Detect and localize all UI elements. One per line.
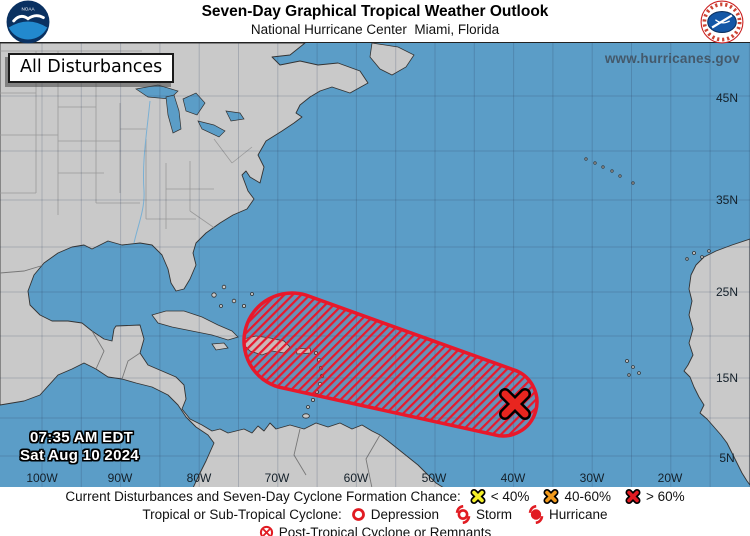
jamaica-island — [211, 342, 229, 351]
north-central-south-america-landmass — [0, 43, 444, 487]
legend-item-label: Storm — [476, 507, 513, 522]
country-borders — [0, 264, 381, 487]
interior-detail-layer — [0, 50, 381, 487]
canary-islands — [685, 249, 711, 261]
outlook-map[interactable]: All Disturbances www.hurricanes.gov 07:3… — [0, 42, 750, 487]
hurricane-legend-item: Hurricane — [528, 505, 608, 524]
x-legend-item: > 60% — [625, 489, 685, 504]
legend-item-label: > 60% — [645, 489, 685, 504]
lat-label: 45N — [715, 91, 739, 105]
lat-label: 15N — [715, 371, 739, 385]
all-disturbances-label: All Disturbances — [8, 53, 175, 83]
legend-item-label: 40-60% — [564, 489, 611, 504]
legend-item-label: Depression — [370, 507, 440, 522]
noaa-logo-icon: NOAA — [6, 0, 50, 44]
x-icon — [543, 489, 559, 504]
legend-line1-label: Current Disturbances and Seven-Day Cyclo… — [65, 489, 461, 504]
x-legend-item: 40-60% — [543, 489, 611, 504]
cuba-island — [151, 310, 239, 341]
disturbance-area[interactable] — [242, 291, 539, 438]
lat-label: 35N — [715, 193, 739, 207]
svg-text:NOAA: NOAA — [21, 6, 35, 11]
x-icon — [470, 489, 486, 504]
lon-label: 90W — [107, 471, 133, 485]
issuance-date: Sat Aug 10 2024 — [20, 447, 139, 464]
africa-landmass — [683, 238, 750, 486]
lat-label: 5N — [719, 451, 735, 465]
great-lakes — [135, 84, 245, 138]
lon-label: 100W — [26, 471, 58, 485]
legend-item-label: Hurricane — [549, 507, 608, 522]
header: NOAA Seven-Day Graphical Tropical Weathe… — [0, 0, 750, 44]
depression-icon — [351, 507, 366, 522]
land-layer — [0, 43, 750, 487]
lon-label: 40W — [500, 471, 526, 485]
bahamas-islands — [211, 284, 254, 308]
newfoundland-island — [369, 43, 415, 76]
state-boundaries — [0, 50, 253, 230]
lon-label: 60W — [343, 471, 369, 485]
page-subtitle: National Hurricane Center Miami, Florida — [250, 22, 500, 37]
x-icon — [625, 489, 641, 504]
legend: Current Disturbances and Seven-Day Cyclo… — [0, 487, 750, 536]
lon-label: 20W — [657, 471, 683, 485]
post-tropical-legend-item: Post-Tropical Cyclone or Remnants — [259, 525, 492, 536]
lon-label: 50W — [421, 471, 447, 485]
disturbance-hatched-region[interactable] — [242, 291, 539, 438]
azores-islands — [584, 157, 635, 185]
nws-logo-icon — [700, 0, 744, 44]
map-graphic — [0, 43, 750, 487]
lon-label: 70W — [264, 471, 290, 485]
cape-verde-islands — [625, 359, 641, 377]
storm-icon — [455, 505, 471, 524]
mississippi-river — [133, 100, 151, 244]
lon-label: 30W — [579, 471, 605, 485]
storm-legend-item: Storm — [455, 505, 512, 524]
legend-line-cyclone-types: Tropical or Sub-Tropical Cyclone: Depres… — [0, 505, 750, 524]
disturbance-x-marker[interactable] — [499, 388, 531, 420]
legend-line-post-tropical: Post-Tropical Cyclone or Remnants — [0, 524, 750, 536]
lon-label: 80W — [186, 471, 212, 485]
issuance-timestamp: 07:35 AM EDT Sat Aug 10 2024 — [20, 429, 139, 465]
lat-label: 25N — [715, 285, 739, 299]
x-legend-item: < 40% — [470, 489, 530, 504]
grid-layer — [0, 43, 750, 487]
legend-line-formation-chance: Current Disturbances and Seven-Day Cyclo… — [0, 488, 750, 505]
website-label: www.hurricanes.gov — [604, 51, 740, 66]
page-title: Seven-Day Graphical Tropical Weather Out… — [201, 3, 549, 20]
hurricane-icon — [528, 505, 544, 524]
legend-line2-label: Tropical or Sub-Tropical Cyclone: — [142, 507, 342, 522]
post-tropical-icon — [259, 525, 274, 536]
legend-item-label: Post-Tropical Cyclone or Remnants — [278, 525, 492, 536]
depression-legend-item: Depression — [351, 507, 439, 522]
issuance-time: 07:35 AM EDT — [30, 429, 134, 446]
legend-item-label: < 40% — [490, 489, 530, 504]
